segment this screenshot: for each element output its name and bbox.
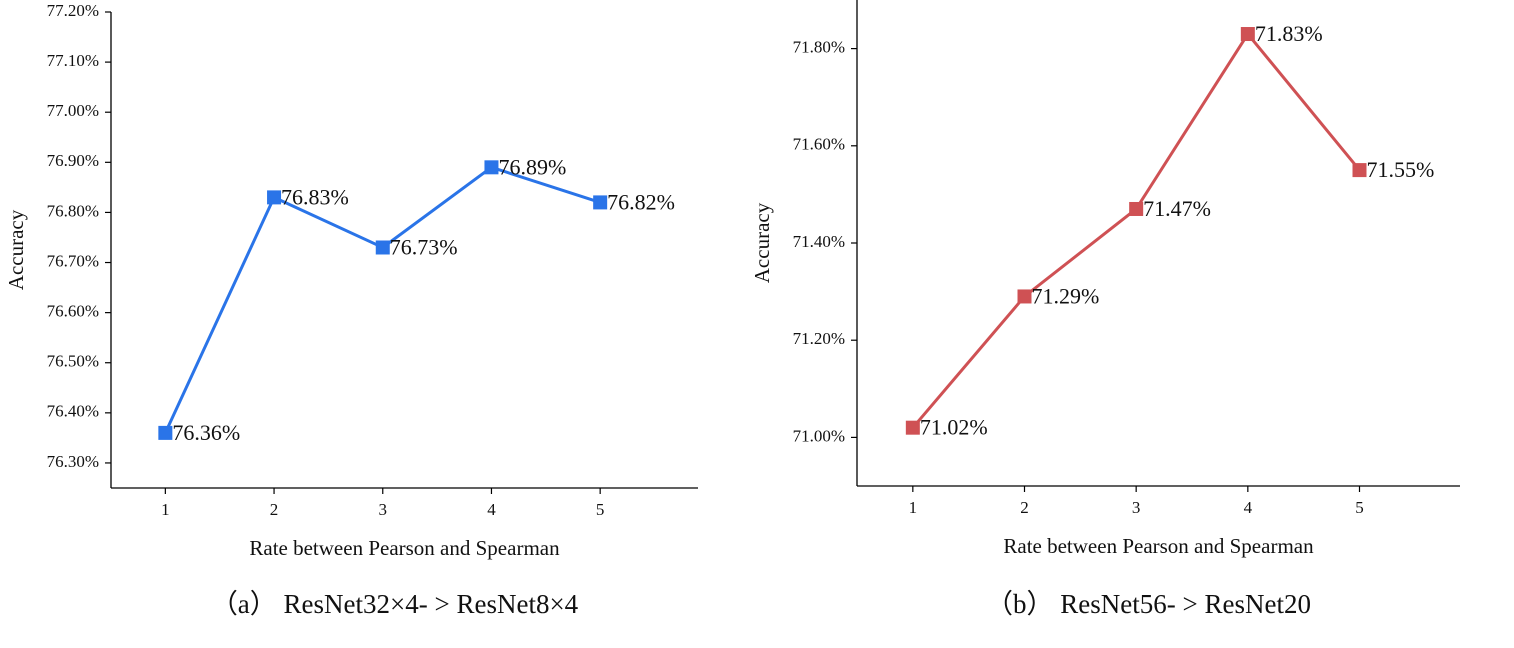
marker [267, 190, 282, 205]
data-label: 71.83% [1255, 21, 1323, 46]
y-tick-label: 76.70% [47, 251, 99, 270]
y-tick-label: 77.10% [47, 51, 99, 70]
data-label: 76.73% [390, 235, 458, 260]
caption: （b） ResNet56- > ResNet20 [986, 589, 1311, 619]
y-tick-label: 71.60% [793, 135, 845, 154]
data-label: 71.55% [1367, 157, 1435, 182]
x-tick-label: 1 [161, 500, 170, 519]
x-tick-label: 2 [270, 500, 279, 519]
y-axis-label: Accuracy [4, 209, 28, 290]
data-line [163, 165, 601, 434]
y-axis-label: Accuracy [750, 202, 774, 283]
y-tick-label: 71.20% [793, 329, 845, 348]
x-tick-label: 3 [379, 500, 388, 519]
marker [484, 160, 499, 175]
y-tick-label: 76.90% [47, 151, 99, 170]
y-tick-label: 77.00% [47, 101, 99, 120]
x-tick-label: 3 [1132, 498, 1141, 517]
y-tick-label: 76.50% [47, 352, 99, 371]
marker [158, 425, 173, 440]
x-tick-label: 4 [1244, 498, 1253, 517]
data-label: 76.83% [281, 184, 349, 209]
data-label: 76.89% [498, 154, 566, 179]
data-label: 71.29% [1032, 284, 1100, 309]
y-tick-label: 76.80% [47, 201, 99, 220]
data-label: 76.82% [607, 189, 675, 214]
x-tick-label: 5 [1355, 498, 1364, 517]
y-tick-label: 76.60% [47, 302, 99, 321]
data-label: 71.02% [920, 415, 988, 440]
y-tick-label: 76.40% [47, 402, 99, 421]
y-tick-label: 76.30% [47, 452, 99, 471]
data-label: 76.36% [172, 420, 240, 445]
data-line [911, 31, 1361, 429]
data-label: 71.47% [1143, 196, 1211, 221]
x-tick-label: 1 [909, 498, 918, 517]
marker [593, 195, 608, 210]
x-tick-label: 4 [487, 500, 496, 519]
y-tick-label: 71.80% [793, 38, 845, 57]
x-axis-label: Rate between Pearson and Spearman [249, 536, 560, 560]
marker [905, 420, 920, 435]
y-tick-label: 77.20% [47, 1, 99, 20]
y-tick-label: 71.00% [793, 426, 845, 445]
marker [1129, 201, 1144, 216]
x-axis-label: Rate between Pearson and Spearman [1003, 534, 1314, 558]
caption: （a） ResNet32×4- > ResNet8×4 [211, 589, 579, 619]
marker [1352, 163, 1367, 178]
y-tick-label: 71.40% [793, 232, 845, 251]
x-tick-label: 5 [596, 500, 605, 519]
marker [1017, 289, 1032, 304]
marker [1240, 27, 1255, 42]
marker [375, 240, 390, 255]
x-tick-label: 2 [1020, 498, 1029, 517]
